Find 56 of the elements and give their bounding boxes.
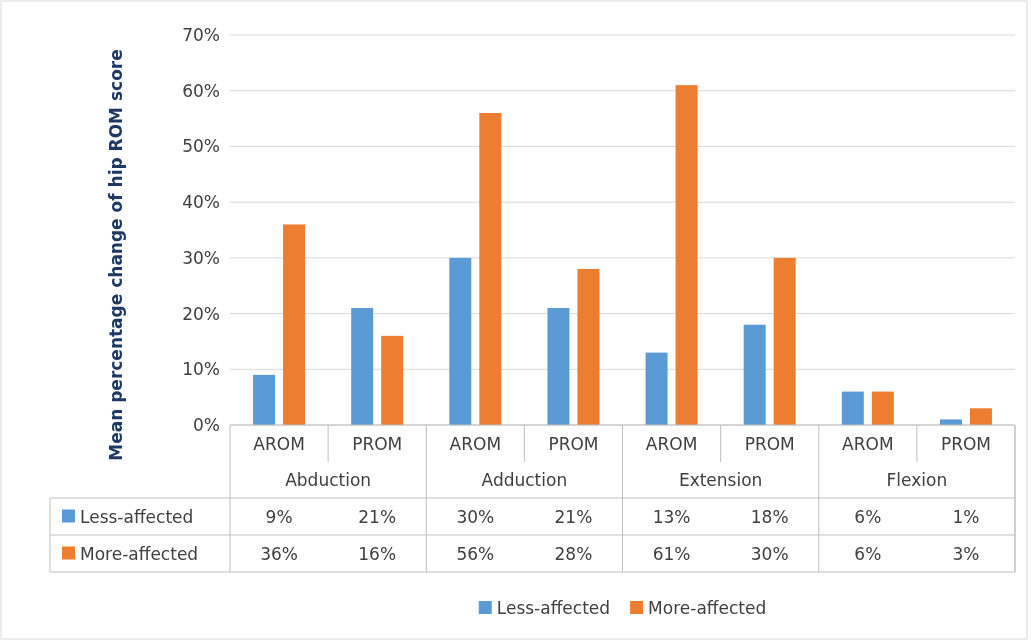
bar xyxy=(449,257,472,425)
y-tick-label: 30% xyxy=(182,247,220,268)
text: Abduction xyxy=(285,470,372,490)
x-tick-label: AROM xyxy=(842,433,894,454)
bar xyxy=(479,113,502,425)
text: Adduction xyxy=(481,470,568,490)
bar xyxy=(283,224,306,425)
bar xyxy=(547,308,570,425)
data-label: 13% xyxy=(652,506,691,527)
data-label: 36% xyxy=(260,543,298,564)
bar xyxy=(645,352,668,425)
x-tick-label: AROM xyxy=(645,433,698,454)
bar xyxy=(675,85,698,425)
bar xyxy=(871,391,894,425)
x-tick-label: PROM xyxy=(352,433,403,454)
data-label: 21% xyxy=(358,506,397,527)
data-label: 28% xyxy=(554,543,593,564)
legend-label: Less-affected xyxy=(80,506,194,527)
data-label: 56% xyxy=(456,543,495,564)
data-label: 21% xyxy=(554,506,593,527)
data-label: 30% xyxy=(456,506,495,527)
data-label: 61% xyxy=(652,543,691,564)
data-label: 3% xyxy=(952,543,980,564)
x-tick-label: AROM xyxy=(253,433,305,454)
data-label: 6% xyxy=(854,506,882,527)
y-tick-label: 60% xyxy=(182,80,220,101)
y-tick-label: 70% xyxy=(182,24,220,45)
bar xyxy=(743,324,766,425)
bar xyxy=(351,308,374,425)
y-axis-title: Mean percentage change of hip ROM score xyxy=(106,49,126,461)
legend-label: More-affected xyxy=(80,543,199,564)
data-label: 16% xyxy=(358,543,397,564)
data-label: 1% xyxy=(952,506,980,527)
bar xyxy=(841,391,864,425)
data-label: 30% xyxy=(750,543,789,564)
bar xyxy=(381,335,404,425)
x-tick-label: AROM xyxy=(449,433,502,454)
data-label: 6% xyxy=(854,543,882,564)
y-tick-label: 50% xyxy=(182,136,220,157)
y-tick-label: 0% xyxy=(193,414,220,435)
bar xyxy=(773,257,796,425)
bar xyxy=(969,408,992,425)
data-label: 9% xyxy=(265,506,293,527)
bar xyxy=(253,374,276,425)
y-tick-label: 20% xyxy=(182,303,220,324)
bar xyxy=(577,269,600,425)
x-tick-label: PROM xyxy=(940,433,991,454)
x-tick-label: PROM xyxy=(744,433,795,454)
y-tick-label: 40% xyxy=(182,192,220,213)
text: Less-affected xyxy=(496,598,611,618)
text: More-affected xyxy=(648,598,767,618)
y-tick-label: 10% xyxy=(182,359,220,380)
data-label: 18% xyxy=(750,506,789,527)
text: Extension xyxy=(678,470,763,490)
x-tick-label: PROM xyxy=(548,433,599,454)
text: Flexion xyxy=(886,470,948,490)
